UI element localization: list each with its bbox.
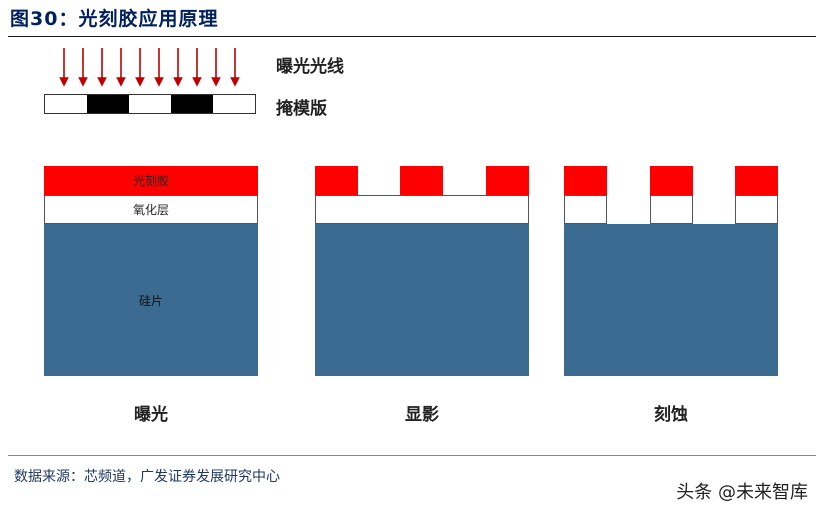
photoresist-pattern [735,166,778,195]
mask-label: 掩模版 [276,99,327,119]
photoresist-label: 光刻胶 [132,174,169,188]
mask-opaque-segment [87,95,129,113]
oxide-layer [44,195,258,224]
oxide-layer [315,195,529,224]
mask-opaque-segment [171,95,213,113]
photoresist-pattern [400,166,443,195]
photoresist-layer [44,166,258,195]
step-label-develop: 显影 [405,405,439,425]
footer-divider [8,455,816,456]
photoresist-pattern [486,166,529,195]
exposure-light-label: 曝光光线 [276,57,344,77]
photoresist-pattern [650,166,693,195]
source-note: 数据来源：芯频道，广发证券发展研究中心 [14,469,280,485]
watermark-text: 头条 @未来智库 [676,482,808,503]
oxide-pattern [564,195,607,224]
watermark: 头条 @未来智库 [676,478,808,504]
title-divider [8,36,816,37]
silicon-label: 硅片 [138,293,163,308]
mask-open-segment [129,95,171,113]
photoresist-pattern [315,166,358,195]
silicon-wafer [315,224,529,376]
mask-open-segment [213,95,255,113]
oxide-label: 氧化层 [132,203,169,217]
oxide-pattern [650,195,693,224]
figure-title: 图30：光刻胶应用原理 [10,8,219,30]
exposure-arrows [59,48,240,87]
silicon-wafer [44,224,258,376]
photomask [44,94,256,114]
step-label-exposure: 曝光 [134,405,168,425]
oxide-pattern [735,195,778,224]
photoresist-pattern [564,166,607,195]
silicon-wafer [564,224,778,376]
step-label-etch: 刻蚀 [654,405,688,425]
mask-open-segment [45,95,87,113]
